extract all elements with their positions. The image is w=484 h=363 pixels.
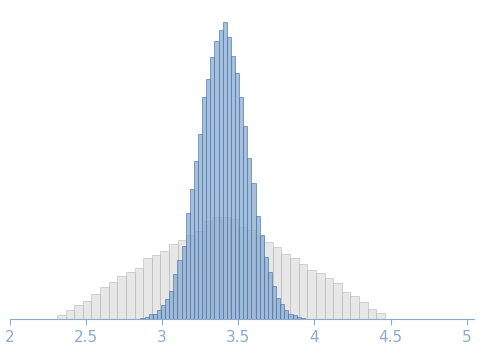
Bar: [194, 161, 198, 319]
Bar: [214, 41, 219, 319]
Bar: [243, 126, 247, 319]
Bar: [161, 305, 165, 319]
Bar: [178, 240, 186, 319]
Bar: [264, 241, 272, 319]
Bar: [272, 247, 281, 319]
Bar: [157, 310, 161, 319]
Bar: [109, 282, 117, 319]
Bar: [169, 244, 178, 319]
Bar: [140, 318, 145, 319]
Bar: [229, 219, 238, 319]
Bar: [256, 216, 260, 319]
Bar: [235, 73, 239, 319]
Bar: [83, 301, 91, 319]
Bar: [117, 276, 126, 319]
Bar: [65, 310, 74, 319]
Bar: [299, 264, 307, 319]
Bar: [272, 286, 276, 319]
Bar: [161, 251, 169, 319]
Bar: [143, 258, 152, 319]
Bar: [268, 272, 272, 319]
Bar: [206, 79, 211, 319]
Bar: [247, 230, 256, 319]
Bar: [223, 22, 227, 319]
Bar: [178, 260, 182, 319]
Bar: [190, 188, 194, 319]
Bar: [281, 254, 290, 319]
Bar: [182, 246, 186, 319]
Bar: [135, 268, 143, 319]
Bar: [350, 296, 359, 319]
Bar: [227, 37, 231, 319]
Bar: [152, 256, 161, 319]
Bar: [186, 235, 195, 319]
Bar: [292, 315, 297, 319]
Bar: [173, 274, 178, 319]
Bar: [307, 270, 316, 319]
Bar: [204, 221, 212, 319]
Bar: [212, 217, 221, 319]
Bar: [290, 258, 299, 319]
Bar: [359, 302, 368, 319]
Bar: [149, 314, 153, 319]
Bar: [324, 278, 333, 319]
Bar: [198, 134, 202, 319]
Bar: [280, 304, 285, 319]
Bar: [221, 217, 229, 319]
Bar: [301, 318, 305, 319]
Bar: [276, 298, 280, 319]
Bar: [126, 272, 135, 319]
Bar: [202, 97, 206, 319]
Bar: [333, 284, 342, 319]
Bar: [238, 227, 247, 319]
Bar: [288, 314, 292, 319]
Bar: [186, 213, 190, 319]
Bar: [231, 56, 235, 319]
Bar: [91, 294, 100, 319]
Bar: [145, 317, 149, 319]
Bar: [169, 291, 173, 319]
Bar: [377, 313, 385, 319]
Bar: [260, 235, 264, 319]
Bar: [368, 309, 377, 319]
Bar: [100, 287, 109, 319]
Bar: [285, 310, 288, 319]
Bar: [239, 97, 243, 319]
Bar: [256, 236, 264, 319]
Bar: [153, 314, 157, 319]
Bar: [297, 317, 301, 319]
Bar: [219, 30, 223, 319]
Bar: [264, 257, 268, 319]
Bar: [342, 292, 350, 319]
Bar: [252, 183, 256, 319]
Bar: [211, 57, 214, 319]
Bar: [195, 231, 204, 319]
Bar: [316, 273, 324, 319]
Bar: [247, 158, 252, 319]
Bar: [57, 315, 65, 319]
Bar: [74, 305, 83, 319]
Bar: [165, 299, 169, 319]
